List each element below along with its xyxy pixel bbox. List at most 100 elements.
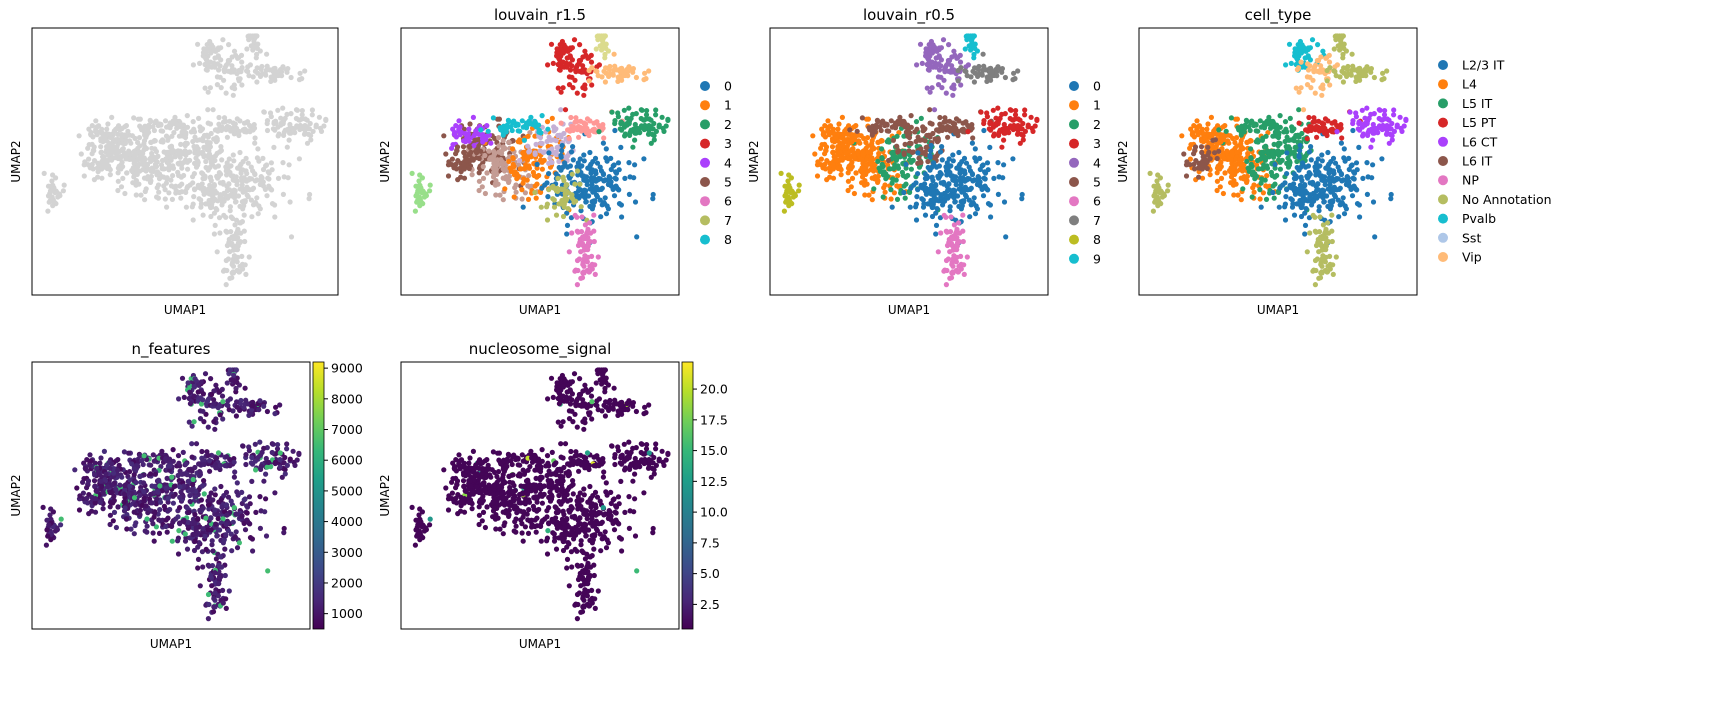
data-point bbox=[226, 240, 232, 246]
data-point bbox=[201, 144, 207, 150]
data-point bbox=[1317, 275, 1324, 281]
data-point bbox=[231, 158, 237, 164]
data-point bbox=[827, 174, 833, 180]
data-point bbox=[246, 73, 252, 79]
data-point bbox=[882, 189, 888, 195]
data-point bbox=[952, 199, 958, 205]
data-point bbox=[234, 182, 240, 188]
data-point bbox=[479, 184, 485, 190]
data-point bbox=[523, 162, 529, 168]
data-point bbox=[835, 126, 841, 132]
data-point bbox=[961, 187, 967, 193]
data-point bbox=[922, 171, 928, 177]
data-point bbox=[550, 137, 556, 143]
data-point bbox=[255, 146, 261, 152]
legend-marker bbox=[700, 81, 710, 91]
data-point bbox=[1312, 193, 1318, 199]
data-point bbox=[223, 282, 229, 288]
data-point bbox=[192, 187, 198, 193]
data-point bbox=[302, 68, 308, 74]
data-point bbox=[461, 138, 467, 144]
data-point bbox=[564, 222, 571, 228]
data-point bbox=[482, 190, 488, 197]
data-point bbox=[1298, 59, 1304, 65]
data-point bbox=[965, 129, 971, 135]
data-point bbox=[562, 160, 568, 166]
data-point bbox=[517, 157, 523, 164]
data-point bbox=[569, 192, 575, 198]
data-point bbox=[546, 171, 552, 177]
data-point bbox=[946, 57, 953, 64]
data-point bbox=[121, 152, 127, 159]
data-point bbox=[915, 171, 921, 177]
data-point bbox=[987, 120, 993, 127]
data-point bbox=[1263, 143, 1269, 149]
data-point bbox=[915, 150, 921, 156]
data-point bbox=[266, 183, 272, 189]
data-point bbox=[296, 77, 303, 83]
data-point bbox=[918, 115, 924, 121]
data-point bbox=[782, 193, 788, 199]
data-point bbox=[514, 176, 520, 182]
data-point bbox=[316, 114, 322, 120]
data-point bbox=[135, 116, 141, 122]
data-point bbox=[1238, 161, 1245, 167]
data-point bbox=[532, 189, 538, 196]
data-point bbox=[903, 161, 909, 167]
data-point bbox=[576, 134, 582, 140]
data-point bbox=[978, 109, 984, 115]
data-point bbox=[905, 122, 911, 128]
data-point bbox=[152, 138, 158, 144]
data-point bbox=[178, 141, 184, 147]
data-point bbox=[178, 174, 184, 180]
data-point bbox=[168, 143, 175, 149]
data-point bbox=[988, 127, 994, 133]
data-point bbox=[513, 189, 519, 195]
data-point bbox=[1321, 199, 1327, 205]
data-point bbox=[287, 199, 293, 205]
data-point bbox=[612, 127, 618, 134]
data-point bbox=[162, 187, 168, 193]
data-point bbox=[191, 126, 197, 132]
data-point bbox=[109, 143, 115, 149]
data-point bbox=[596, 129, 602, 135]
legend-label: NP bbox=[1462, 173, 1479, 188]
data-point bbox=[409, 170, 415, 176]
data-point bbox=[1353, 114, 1359, 120]
data-point bbox=[556, 67, 563, 73]
data-point bbox=[639, 107, 645, 113]
data-point bbox=[888, 196, 894, 202]
data-point bbox=[638, 115, 644, 122]
legend-label: 1 bbox=[1093, 98, 1101, 113]
data-point bbox=[86, 156, 92, 162]
data-point bbox=[139, 157, 145, 163]
y-axis-label: UMAP2 bbox=[378, 140, 392, 182]
data-point bbox=[577, 181, 583, 187]
data-point bbox=[478, 127, 484, 133]
data-point bbox=[602, 51, 608, 58]
data-point bbox=[1020, 120, 1026, 127]
data-point bbox=[218, 127, 225, 133]
data-point bbox=[1282, 138, 1288, 145]
data-point bbox=[953, 182, 959, 188]
data-point bbox=[1223, 128, 1229, 134]
data-point bbox=[825, 128, 831, 134]
data-point bbox=[1234, 149, 1240, 155]
data-point bbox=[963, 160, 970, 166]
data-point bbox=[1297, 147, 1303, 154]
x-axis-label: UMAP1 bbox=[519, 303, 561, 317]
data-point bbox=[95, 174, 101, 180]
data-point bbox=[480, 164, 486, 170]
data-point bbox=[1210, 137, 1216, 143]
data-point bbox=[943, 168, 950, 174]
data-point bbox=[520, 204, 526, 210]
data-point bbox=[825, 118, 831, 124]
data-point bbox=[495, 116, 501, 122]
data-point bbox=[211, 210, 217, 216]
data-point bbox=[249, 214, 255, 220]
data-point bbox=[288, 234, 295, 240]
data-point bbox=[521, 137, 528, 143]
data-point bbox=[205, 89, 211, 95]
data-point bbox=[1296, 120, 1302, 126]
